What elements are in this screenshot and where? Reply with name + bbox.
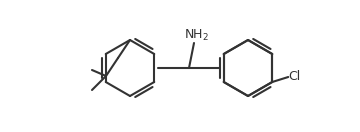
Text: NH$_2$: NH$_2$ (184, 27, 208, 43)
Text: Cl: Cl (288, 70, 300, 84)
